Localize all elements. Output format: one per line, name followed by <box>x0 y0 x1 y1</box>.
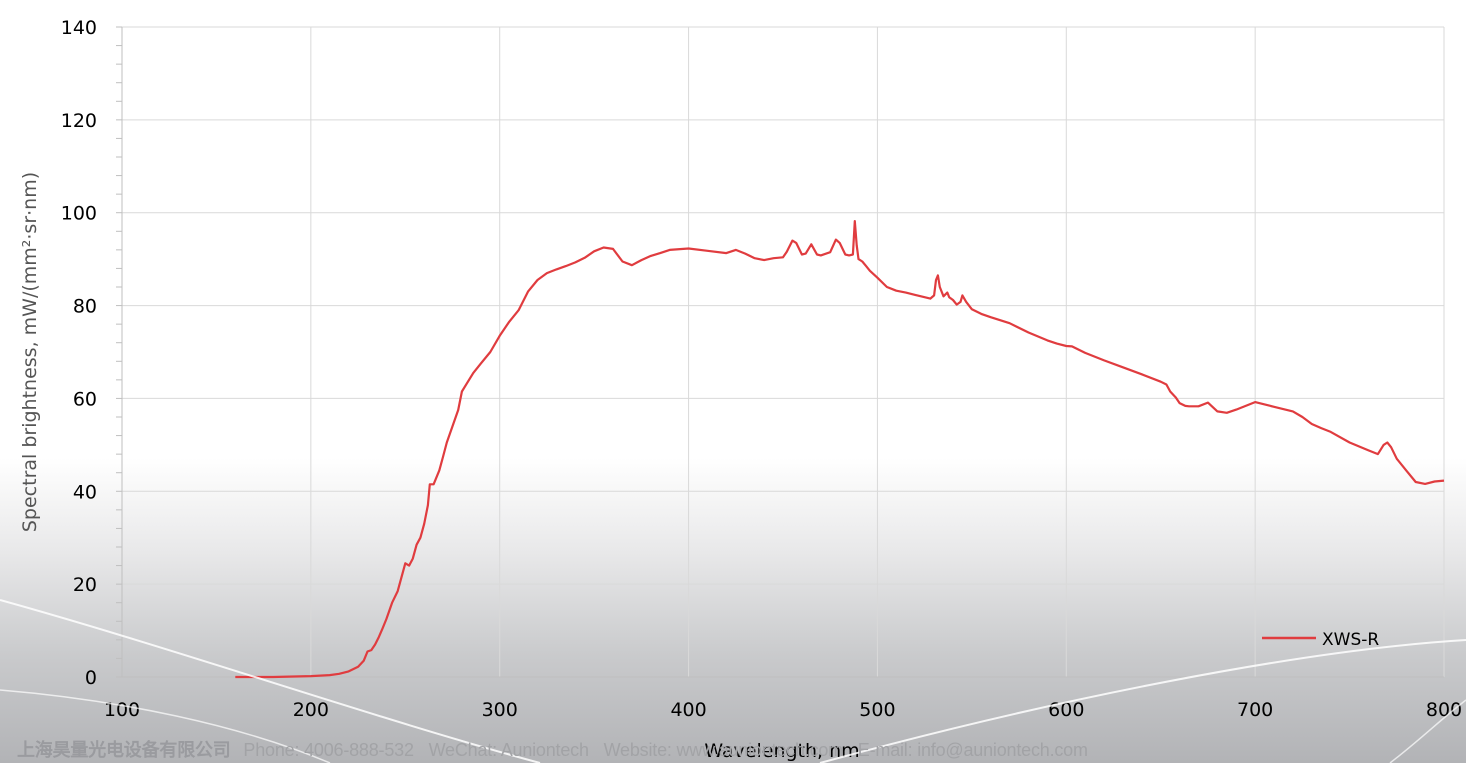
y-tick-label: 80 <box>73 296 97 318</box>
legend-label-xws-r: XWS-R <box>1322 630 1379 650</box>
x-tick-label: 700 <box>1237 699 1273 721</box>
chart-gridlines <box>122 26 1445 677</box>
series-line-xws-r <box>235 220 1445 679</box>
footer-phone: Phone: 4006-888-532 <box>243 740 414 760</box>
legend: XWS-R <box>1262 630 1379 650</box>
footer-company-name: 上海昊量光电设备有限公司 <box>17 740 231 760</box>
footer-email: E-mail: info@auniontech.com <box>857 740 1088 760</box>
y-axis-title: Spectral brightness, mW/(mm²·sr·nm) <box>19 172 41 532</box>
x-axis-tick-labels: 100 200 300 400 500 600 700 800 <box>104 699 1462 721</box>
x-tick-label: 500 <box>859 699 895 721</box>
y-axis-minor-ticks <box>116 26 122 678</box>
x-tick-label: 800 <box>1426 699 1462 721</box>
y-axis-tick-labels: 0 20 40 60 80 100 120 140 <box>61 17 97 689</box>
chart-axes <box>121 27 1444 678</box>
footer-contact-bar: 上海昊量光电设备有限公司 Phone: 4006-888-532 WeChat:… <box>17 736 1466 762</box>
y-tick-label: 0 <box>85 667 97 689</box>
y-tick-label: 100 <box>61 203 97 225</box>
x-tick-label: 600 <box>1048 699 1084 721</box>
series-layer <box>235 220 1445 679</box>
y-tick-label: 40 <box>73 481 97 503</box>
x-tick-label: 200 <box>293 699 329 721</box>
y-tick-label: 20 <box>73 574 97 596</box>
x-tick-label: 300 <box>482 699 518 721</box>
y-tick-label: 120 <box>61 110 97 132</box>
y-tick-label: 60 <box>73 388 97 410</box>
footer-website: Website: www.auniontech.com <box>603 740 844 760</box>
y-tick-label: 140 <box>61 17 97 39</box>
x-tick-label: 100 <box>104 699 140 721</box>
x-tick-label: 400 <box>670 699 706 721</box>
footer-wechat: WeChat: Auniontech <box>428 740 589 760</box>
